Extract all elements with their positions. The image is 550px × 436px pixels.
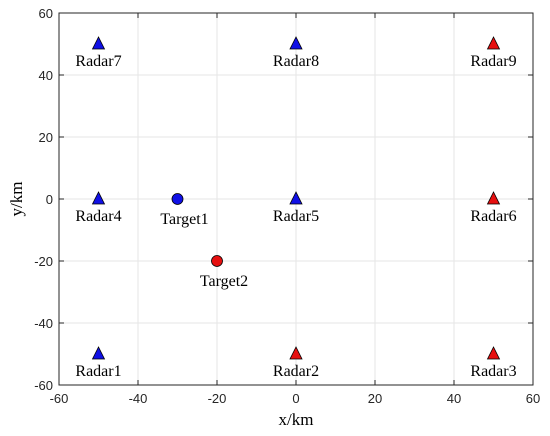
radar-marker-9	[486, 36, 501, 50]
radar-label-2: Radar2	[273, 363, 319, 380]
target-marker-1	[171, 193, 184, 205]
x-tick-label: 0	[292, 391, 299, 406]
target-label-2: Target2	[200, 273, 248, 290]
radar-label-4: Radar4	[75, 208, 121, 225]
target-label-1: Target1	[160, 211, 208, 228]
x-tick-label: 20	[368, 391, 382, 406]
y-axis-label: y/km	[7, 182, 26, 217]
y-tick-label: -60	[34, 378, 53, 393]
y-tick-label: -40	[34, 316, 53, 331]
radar-label-8: Radar8	[273, 53, 319, 70]
x-tick-label: 40	[447, 391, 461, 406]
x-tick-label: -40	[129, 391, 148, 406]
plot-frame	[58, 12, 534, 386]
radar-label-6: Radar6	[470, 208, 516, 225]
radar-marker-3	[486, 346, 501, 360]
radar-marker-8	[289, 36, 303, 50]
radar-label-9: Radar9	[470, 53, 516, 70]
radar-marker-7	[91, 36, 106, 50]
radar-marker-1	[91, 346, 106, 360]
y-tick-label: 20	[39, 130, 53, 145]
x-tick-label: 60	[526, 391, 540, 406]
x-axis-ticks: -60 -40 -20 0 20 40 60	[50, 13, 540, 406]
radar-label-3: Radar3	[470, 363, 516, 380]
y-tick-label: 60	[39, 6, 53, 21]
radar-label-7: Radar7	[75, 53, 121, 70]
target-marker-2	[211, 255, 223, 267]
radar-marker-5	[289, 191, 303, 205]
radar-marker-2	[289, 346, 303, 360]
radar-marker-6	[486, 191, 501, 205]
x-axis-label: x/km	[279, 410, 314, 429]
y-tick-label: -20	[34, 254, 53, 269]
radar-marker-4	[91, 191, 106, 205]
data-marks: Radar1 Radar2 Radar3 Radar4 Radar5 Radar6 Rada…	[75, 36, 517, 380]
x-tick-label: -60	[50, 391, 69, 406]
radar-label-5: Radar5	[273, 208, 319, 225]
radar-label-1: Radar1	[75, 363, 121, 380]
y-tick-label: 0	[46, 192, 53, 207]
y-tick-label: 40	[39, 68, 53, 83]
x-tick-label: -20	[208, 391, 227, 406]
